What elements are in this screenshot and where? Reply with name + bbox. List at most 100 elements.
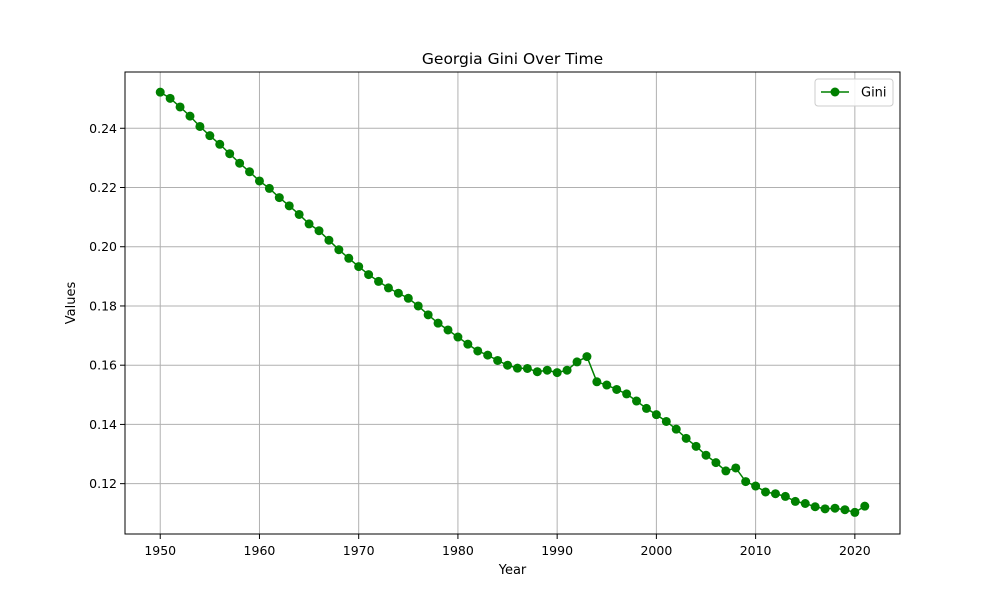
data-point: [175, 102, 185, 112]
data-point: [522, 363, 532, 373]
data-point: [185, 111, 195, 121]
data-point: [344, 253, 354, 263]
grid: [125, 72, 900, 534]
x-tick-label: 1970: [343, 543, 375, 558]
data-point: [155, 87, 165, 97]
y-tick-label: 0.24: [89, 121, 117, 136]
data-point: [393, 288, 403, 298]
legend-marker-swatch: [830, 87, 840, 97]
data-point: [473, 346, 483, 356]
data-point: [403, 293, 413, 303]
data-point: [572, 357, 582, 367]
data-point: [314, 226, 324, 236]
data-point: [840, 505, 850, 515]
x-tick-label: 2010: [740, 543, 772, 558]
data-point: [602, 380, 612, 390]
data-point: [284, 201, 294, 211]
data-point: [701, 450, 711, 460]
data-point: [443, 325, 453, 335]
data-point: [641, 403, 651, 413]
data-point: [721, 466, 731, 476]
data-point: [810, 502, 820, 512]
data-point: [483, 350, 493, 360]
data-point: [512, 363, 522, 373]
data-point: [245, 167, 255, 177]
data-point: [830, 503, 840, 513]
data-point: [205, 131, 215, 141]
y-tick-label: 0.16: [89, 358, 117, 373]
data-point: [860, 501, 870, 511]
data-point: [254, 176, 264, 186]
y-tick-label: 0.22: [89, 180, 117, 195]
data-point: [374, 276, 384, 286]
data-point: [622, 389, 632, 399]
y-tick-label: 0.12: [89, 476, 117, 491]
data-point: [612, 384, 622, 394]
data-point: [582, 352, 592, 362]
data-point: [463, 339, 473, 349]
data-point: [383, 283, 393, 293]
legend-box: [814, 78, 894, 107]
x-tick-label: 1980: [442, 543, 474, 558]
data-point: [632, 396, 642, 406]
data-point: [423, 310, 433, 320]
data-point: [761, 487, 771, 497]
chart-title: Georgia Gini Over Time: [422, 50, 603, 68]
data-point: [671, 424, 681, 434]
data-point: [552, 368, 562, 378]
data-point: [304, 219, 314, 229]
data-point: [215, 139, 225, 149]
data-point: [751, 481, 761, 491]
data-point: [542, 365, 552, 375]
data-point: [780, 491, 790, 501]
plot-frame: [124, 71, 901, 535]
data-point: [413, 301, 423, 311]
data-point: [532, 367, 542, 377]
data-point: [493, 355, 503, 365]
legend-label-gini: Gini: [861, 86, 887, 101]
series-line-gini: [159, 91, 866, 514]
data-point: [364, 270, 374, 280]
data-point: [165, 93, 175, 103]
data-point: [235, 158, 245, 168]
data-point: [790, 496, 800, 506]
data-point: [324, 235, 334, 245]
data-point: [741, 477, 751, 487]
ticks: 1950 1960 1970 1980 1990 2000 2010 2020 0.12 0.14…: [89, 121, 871, 558]
data-point: [800, 498, 810, 508]
data-point: [562, 365, 572, 375]
data-point: [354, 262, 364, 272]
data-point: [294, 209, 304, 219]
data-point: [264, 183, 274, 193]
data-point: [651, 410, 661, 420]
x-tick-label: 1950: [144, 543, 176, 558]
data-point: [850, 507, 860, 517]
legend: Gini: [814, 78, 894, 107]
data-point: [711, 458, 721, 468]
y-tick-label: 0.20: [89, 239, 117, 254]
x-tick-label: 2000: [640, 543, 672, 558]
x-tick-label: 2020: [839, 543, 871, 558]
x-tick-label: 1990: [541, 543, 573, 558]
data-point: [731, 463, 741, 473]
data-point: [453, 332, 463, 342]
data-point: [195, 121, 205, 131]
data-point: [770, 489, 780, 499]
data-point: [225, 149, 235, 159]
data-point: [681, 433, 691, 443]
y-tick-label: 0.18: [89, 298, 117, 313]
data-point: [433, 318, 443, 328]
data-point: [592, 377, 602, 387]
y-axis-label: Values: [64, 282, 79, 325]
y-tick-label: 0.14: [89, 417, 117, 432]
x-tick-label: 1960: [244, 543, 276, 558]
data-point: [691, 441, 701, 451]
data-point: [661, 416, 671, 426]
data-point: [820, 504, 830, 514]
data-point: [334, 245, 344, 255]
series-layer: [155, 87, 870, 517]
data-point: [274, 193, 284, 203]
data-point: [503, 360, 513, 370]
x-axis-label: Year: [498, 563, 527, 578]
